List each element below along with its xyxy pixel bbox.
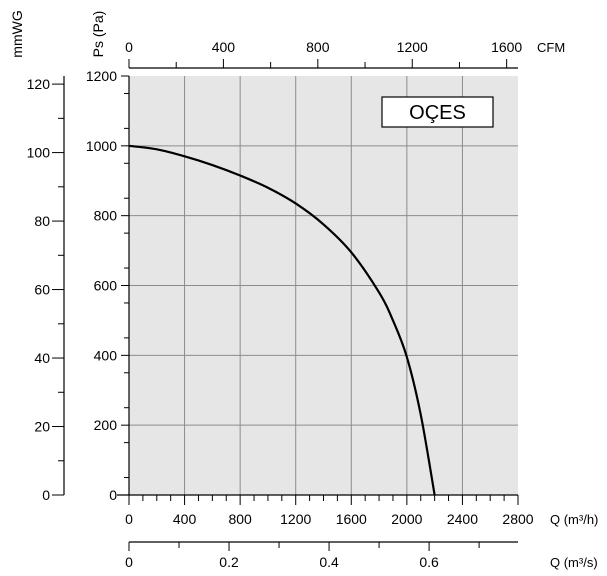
q-m3s-tick-label: 0 [125,554,133,570]
ps-tick-label: 400 [94,347,118,363]
mmwg-tick-label: 40 [34,350,50,366]
ps-tick-label: 600 [94,278,118,294]
cfm-tick-label: 0 [125,39,133,55]
q-m3h-tick-label: 1600 [336,511,367,527]
cfm-tick-label: 400 [212,39,236,55]
q-m3h-axis-title: Q (m³/h) [550,512,598,527]
q-m3h-tick-label: 0 [125,511,133,527]
fan-curve-line [128,144,436,496]
cfm-tick-label: 1600 [491,39,522,55]
cfm-axis-title: CFM [537,40,565,55]
q-m3h-tick-label: 2800 [502,511,533,527]
cfm-tick-label: 800 [306,39,330,55]
ps-tick-label: 0 [109,487,117,503]
cfm-tick-label: 1200 [397,39,428,55]
q-m3s-tick-label: 0.6 [419,554,439,570]
q-m3s-tick-label: 0.2 [219,554,239,570]
mmwg-tick-label: 60 [34,282,50,298]
mmwg-tick-label: 0 [42,487,50,503]
q-m3h-tick-label: 800 [228,511,252,527]
legend-label: OÇES [409,102,466,124]
q-m3s-axis-title: Q (m³/s) [550,555,598,570]
mmwg-tick-label: 20 [34,419,50,435]
mmwg-tick-label: 100 [27,145,51,161]
q-m3h-tick-label: 1200 [280,511,311,527]
ps-tick-label: 1000 [86,138,117,154]
mmwg-tick-label: 120 [27,76,51,92]
mmwg-axis-title: mmWG [9,10,25,57]
q-m3h-tick-label: 2400 [447,511,478,527]
q-m3s-tick-label: 0.4 [319,554,339,570]
mmwg-tick-label: 80 [34,213,50,229]
grid [129,76,518,495]
legend-box: OÇES [381,96,494,128]
ps-tick-label: 800 [94,208,118,224]
ps-tick-label: 1200 [86,68,117,84]
ps-tick-label: 200 [94,417,118,433]
q-m3h-tick-label: 400 [173,511,197,527]
q-m3h-tick-label: 2000 [391,511,422,527]
ps-axis-title: Ps (Pa) [90,11,106,58]
